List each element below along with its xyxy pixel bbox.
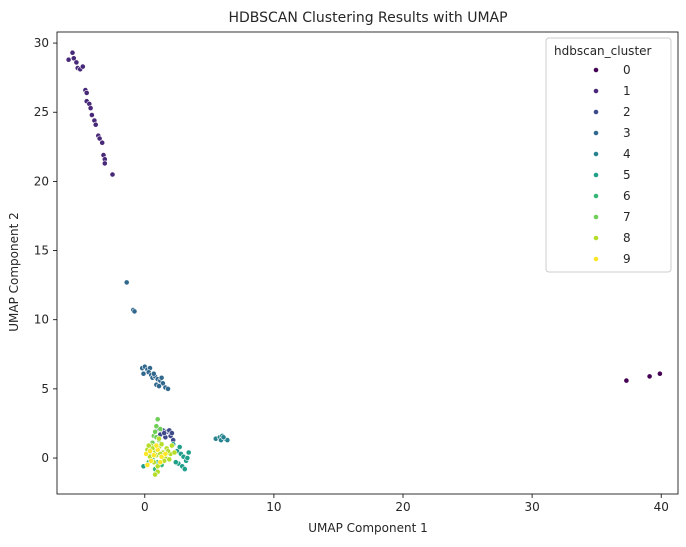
point-cluster-9 [162, 450, 169, 457]
legend-marker-2 [593, 109, 599, 115]
point-cluster-1 [96, 135, 103, 142]
legend-marker-5 [593, 172, 599, 178]
point-cluster-3 [150, 370, 157, 377]
point-cluster-4 [220, 434, 227, 441]
point-cluster-3 [131, 308, 138, 315]
point-cluster-3 [165, 385, 171, 392]
point-cluster-0 [623, 377, 630, 384]
point-cluster-1 [79, 63, 86, 70]
point-cluster-2 [168, 430, 175, 436]
point-cluster-5 [176, 444, 183, 450]
y-tick-label: 10 [34, 313, 49, 327]
point-cluster-1 [73, 59, 80, 66]
legend-label-9: 9 [623, 252, 631, 266]
point-cluster-1 [87, 105, 94, 111]
point-cluster-9 [157, 459, 164, 466]
point-cluster-9 [158, 453, 165, 460]
x-tick-label: 20 [395, 500, 410, 514]
legend-label-6: 6 [623, 189, 631, 203]
point-cluster-8 [166, 456, 173, 463]
legend-title: hdbscan_cluster [554, 44, 652, 58]
point-cluster-7 [157, 426, 164, 432]
legend-marker-4 [593, 151, 599, 157]
y-tick-label: 5 [41, 382, 49, 396]
point-cluster-1 [65, 56, 72, 63]
point-cluster-3 [123, 279, 130, 286]
point-cluster-5 [172, 459, 179, 466]
point-cluster-8 [168, 442, 175, 449]
point-cluster-9 [153, 442, 160, 449]
legend-label-8: 8 [623, 231, 631, 245]
x-tick-label: 10 [266, 500, 281, 514]
chart-title: HDBSCAN Clustering Results with UMAP [228, 10, 507, 26]
point-cluster-0 [657, 370, 663, 377]
point-cluster-3 [158, 374, 165, 381]
point-cluster-0 [646, 373, 653, 380]
point-cluster-8 [158, 441, 165, 448]
y-axis-label: UMAP Component 2 [7, 212, 21, 332]
point-cluster-1 [89, 112, 95, 118]
point-cluster-7 [154, 416, 161, 423]
point-cluster-1 [92, 121, 99, 128]
legend-label-3: 3 [623, 126, 631, 140]
x-axis-label: UMAP Component 1 [308, 521, 428, 535]
point-cluster-5 [181, 466, 188, 472]
point-cluster-9 [148, 457, 155, 464]
point-cluster-7 [152, 428, 158, 435]
point-cluster-1 [69, 49, 76, 56]
legend-marker-3 [593, 130, 599, 136]
point-cluster-1 [70, 55, 77, 62]
legend-label-4: 4 [623, 147, 631, 161]
legend-marker-8 [593, 235, 599, 241]
point-cluster-8 [154, 463, 161, 470]
legend-box [545, 37, 672, 273]
legend-marker-7 [593, 214, 599, 220]
legend-label-7: 7 [623, 210, 631, 224]
legend-marker-1 [593, 88, 599, 94]
x-axis: 0 10 20 30 40 [141, 494, 669, 514]
point-cluster-9 [144, 462, 151, 468]
point-cluster-8 [156, 435, 162, 442]
y-tick-label: 20 [34, 174, 49, 188]
legend-marker-9 [593, 256, 599, 262]
point-cluster-8 [171, 449, 178, 456]
point-cluster-2 [161, 430, 168, 436]
point-cluster-7 [153, 423, 160, 430]
point-cluster-5 [185, 449, 192, 456]
point-cluster-1 [109, 171, 116, 178]
x-tick-label: 40 [654, 500, 669, 514]
point-cluster-9 [143, 450, 149, 457]
point-cluster-4 [224, 437, 231, 443]
legend-label-1: 1 [623, 84, 631, 98]
y-tick-label: 25 [34, 105, 49, 119]
legend: hdbscan_cluster 0 1 2 3 4 5 6 7 8 9 [545, 37, 672, 273]
point-cluster-1 [99, 139, 106, 146]
legend-label-2: 2 [623, 105, 631, 119]
x-tick-label: 0 [141, 500, 149, 514]
x-tick-label: 30 [524, 500, 539, 514]
legend-marker-6 [593, 193, 599, 199]
point-cluster-1 [83, 90, 90, 96]
point-cluster-5 [184, 455, 191, 461]
point-cluster-9 [147, 448, 153, 454]
legend-marker-0 [593, 67, 599, 73]
y-tick-label: 30 [34, 36, 49, 50]
legend-label-5: 5 [623, 168, 631, 182]
point-cluster-9 [150, 452, 157, 459]
legend-label-0: 0 [623, 63, 631, 77]
point-cluster-1 [101, 160, 108, 167]
y-tick-label: 0 [41, 451, 49, 465]
point-cluster-8 [145, 442, 152, 449]
point-cluster-3 [156, 383, 162, 389]
point-cluster-8 [152, 471, 158, 478]
point-cluster-3 [140, 370, 147, 377]
y-tick-label: 15 [34, 244, 49, 258]
y-axis: 0 5 10 15 20 25 30 [34, 36, 57, 465]
point-cluster-3 [159, 380, 166, 387]
